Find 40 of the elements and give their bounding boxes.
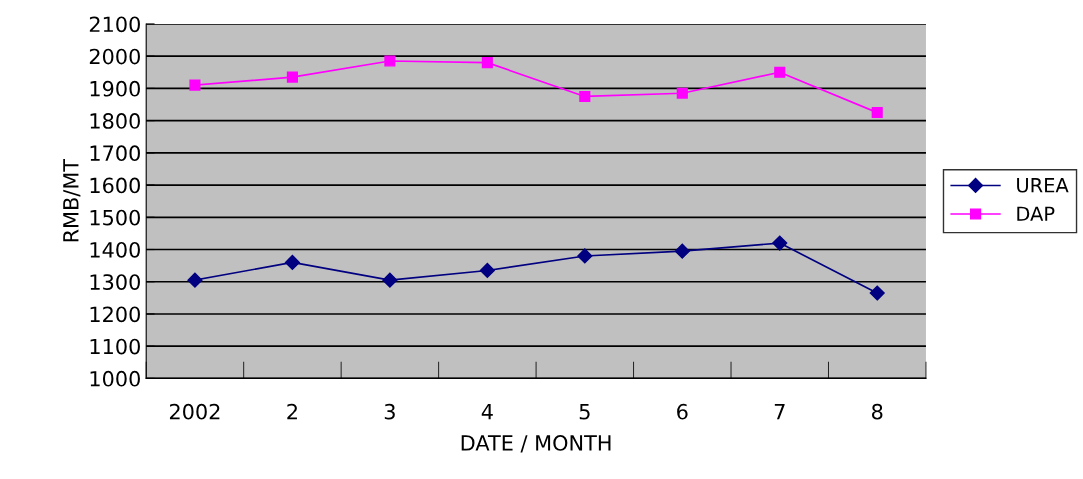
point [479,262,495,279]
point [384,55,396,67]
point [284,254,300,270]
point [774,66,786,78]
legend-label: DAP [1017,206,1055,221]
y-axis-title: RMB/MT [63,158,81,242]
y-tick-label: 1800 [90,113,140,129]
point [382,272,398,288]
x-tick-label: 4 [481,404,493,420]
y-tick-label: 1500 [90,209,140,226]
x-tick-label: 6 [677,403,688,420]
x-tick-label: 7 [774,404,785,420]
x-tick-label: 8 [872,403,883,420]
point [189,79,201,91]
y-tick-label: 1000 [90,370,140,387]
point [187,272,203,288]
x-tick-label: 5 [579,404,590,420]
y-tick-label: 1700 [90,145,140,162]
x-tick-label: 2002 [169,403,220,420]
y-tick-label: 1100 [90,338,140,355]
point [577,248,593,264]
x-tick-label: 2 [287,403,297,420]
point [481,57,493,69]
x-axis-title: DATE / MONTH [461,435,611,453]
y-tick-label: 1900 [90,80,140,97]
y-tick-label: 1400 [90,241,140,258]
y-tick-label: 1600 [90,177,140,194]
point [579,90,591,103]
point [869,285,885,301]
y-tick-label: 2100 [89,16,140,33]
point [674,243,690,259]
y-tick-label: 1200 [90,306,140,323]
y-tick-label: 1300 [90,274,140,290]
y-tick-label: 2000 [89,48,140,65]
legend-label: UREA [1017,178,1069,193]
point [676,87,688,99]
point [772,235,788,251]
point [871,107,883,119]
point [286,71,298,83]
x-tick-label: 3 [384,403,395,420]
